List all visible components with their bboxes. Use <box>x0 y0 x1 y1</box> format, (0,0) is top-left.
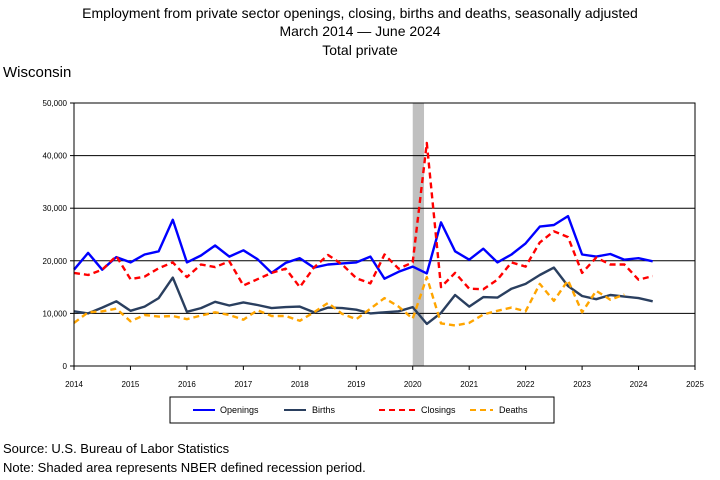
legend-label-births: Births <box>312 405 336 415</box>
x-tick-label: 2025 <box>686 380 704 389</box>
legend-label-closings: Closings <box>421 405 456 415</box>
x-tick-label: 2017 <box>234 380 252 389</box>
chart-title: Employment from private sector openings,… <box>82 5 638 21</box>
y-tick-label: 20,000 <box>43 257 68 266</box>
recession-band <box>412 103 425 366</box>
x-tick-label: 2022 <box>517 380 535 389</box>
chart-date-range: March 2014 — June 2024 <box>279 23 441 39</box>
x-tick-label: 2021 <box>460 380 478 389</box>
x-tick-label: 2019 <box>347 380 365 389</box>
series-line-openings <box>73 214 653 280</box>
x-tick-label: 2018 <box>291 380 309 389</box>
region-label: Wisconsin <box>3 64 72 81</box>
recession-note: Note: Shaded area represents NBER define… <box>3 460 366 475</box>
legend-label-openings: Openings <box>220 405 259 415</box>
x-tick-label: 2015 <box>122 380 140 389</box>
x-tick-label: 2020 <box>404 380 422 389</box>
y-tick-label: 50,000 <box>43 99 68 108</box>
legend-label-deaths: Deaths <box>499 405 528 415</box>
y-tick-label: 0 <box>63 362 68 371</box>
y-tick-label: 30,000 <box>43 204 68 213</box>
plot-frame <box>73 102 696 367</box>
series-line-closings <box>73 141 653 291</box>
chart-subtitle: Total private <box>322 42 398 58</box>
x-tick-label: 2024 <box>630 380 648 389</box>
x-tick-label: 2016 <box>178 380 196 389</box>
source-note: Source: U.S. Bureau of Labor Statistics <box>3 441 230 456</box>
series-line-births <box>73 266 653 326</box>
series-line-deaths <box>73 275 625 327</box>
legend-box <box>169 396 555 424</box>
x-tick-label: 2023 <box>573 380 591 389</box>
y-tick-label: 10,000 <box>43 309 68 318</box>
y-tick-label: 40,000 <box>43 152 68 161</box>
x-tick-label: 2014 <box>65 380 83 389</box>
